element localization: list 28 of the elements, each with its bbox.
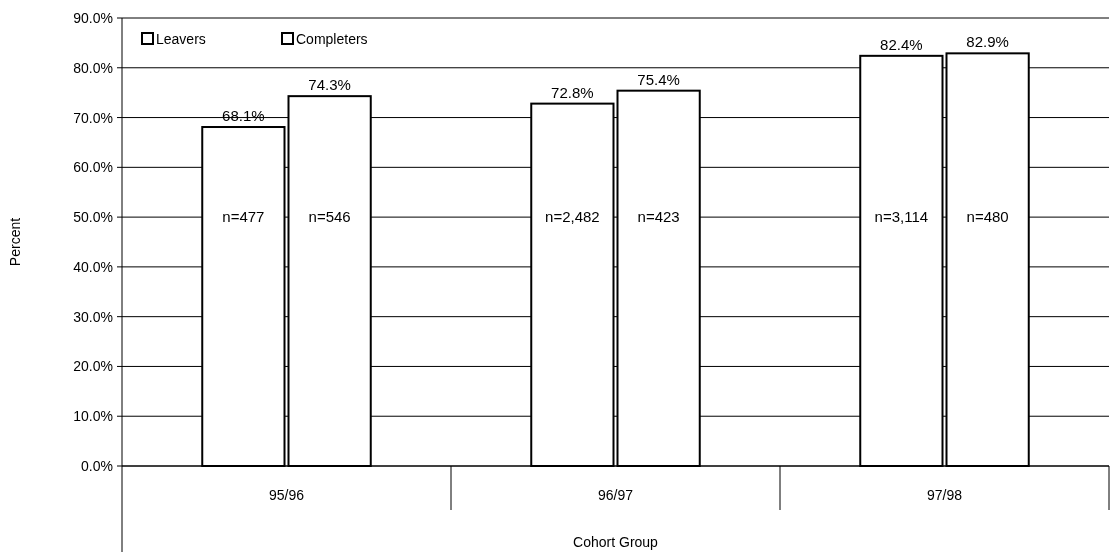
annotation: n=423 xyxy=(637,208,680,226)
y-tick-label: 40.0% xyxy=(73,258,113,275)
y-tick-label: 80.0% xyxy=(73,59,113,76)
y-tick-label: 30.0% xyxy=(73,308,113,325)
x-tick-label: 96/97 xyxy=(597,487,634,503)
y-tick-label: 70.0% xyxy=(73,109,113,126)
x-tick-label: 97/98 xyxy=(926,487,963,503)
annotation: n=546 xyxy=(308,208,351,226)
annotation: n=477 xyxy=(222,208,265,226)
data-label: 72.8% xyxy=(551,83,594,101)
y-tick-label: 60.0% xyxy=(73,159,113,176)
data-label: 82.4% xyxy=(880,35,923,53)
y-tick-label: 90.0% xyxy=(73,10,113,26)
data-label: 75.4% xyxy=(637,70,680,88)
x-tick-label: 95/96 xyxy=(268,487,305,503)
y-tick-label: 50.0% xyxy=(73,209,113,226)
annotation: n=3,114 xyxy=(874,208,929,226)
y-tick-label: 10.0% xyxy=(73,408,113,425)
legend-label: Leavers xyxy=(156,31,206,47)
data-label: 74.3% xyxy=(308,76,351,94)
annotation: n=480 xyxy=(966,208,1009,226)
annotation: n=2,482 xyxy=(545,208,600,226)
data-label: 82.9% xyxy=(966,33,1009,51)
y-tick-label: 0.0% xyxy=(81,458,113,474)
x-axis-title: Cohort Group xyxy=(573,534,659,550)
legend-label: Completers xyxy=(296,31,368,47)
y-tick-label: 20.0% xyxy=(73,358,113,375)
y-axis-title: Percent xyxy=(7,217,23,267)
